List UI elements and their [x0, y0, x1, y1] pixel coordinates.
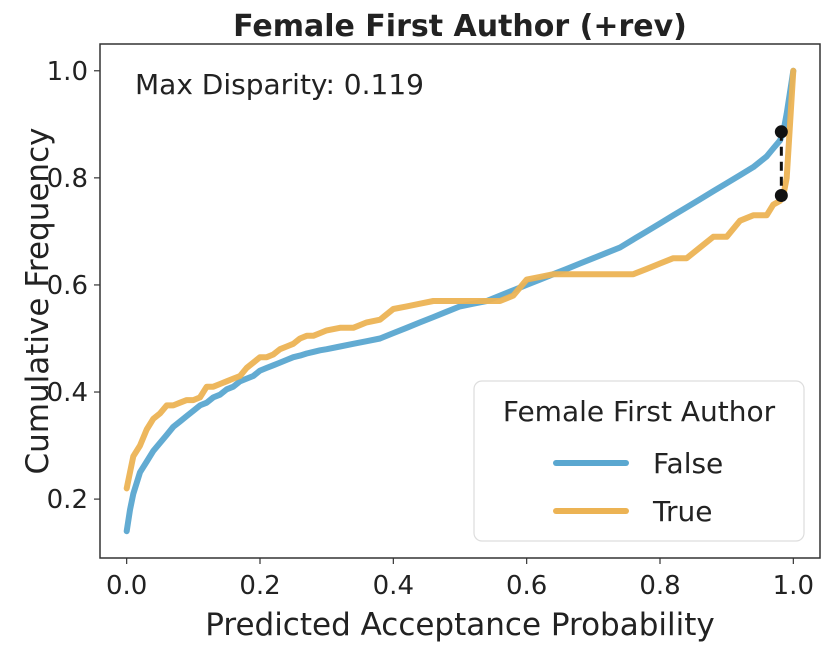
- series-line-true: [123, 67, 797, 492]
- legend-box: [473, 380, 805, 542]
- legend-label-false: False: [653, 447, 723, 480]
- chart-title: Female First Author (+rev): [233, 9, 687, 44]
- x-tick-label: 0.6: [506, 571, 547, 601]
- y-tick-label: 0.8: [47, 164, 88, 194]
- x-tick-label: 1.0: [773, 571, 814, 601]
- legend-label-true: True: [652, 495, 712, 528]
- series-layer: [123, 67, 797, 535]
- y-tick-label: 0.6: [47, 271, 88, 301]
- x-tick-label: 0.8: [639, 571, 680, 601]
- y-tick-label: 1.0: [47, 57, 88, 87]
- y-tick-label: 0.2: [47, 485, 88, 515]
- disparity-marker-low: [774, 189, 788, 203]
- x-axis-ticks: 0.0 0.2 0.4 0.6 0.8 1.0: [106, 558, 814, 601]
- x-tick-label: 0.4: [373, 571, 414, 601]
- x-axis-label: Predicted Acceptance Probability: [205, 607, 715, 643]
- legend-title: Female First Author: [503, 395, 776, 428]
- y-tick-label: 0.4: [47, 378, 88, 408]
- y-axis-label: Cumulative Frequency: [20, 128, 56, 475]
- plot-frame: [99, 43, 821, 559]
- max-disparity-annotation: Max Disparity: 0.119: [135, 68, 424, 101]
- series-line-false: [123, 67, 797, 535]
- disparity-marker-high: [774, 125, 788, 139]
- y-axis-ticks: 0.2 0.4 0.6 0.8 1.0: [47, 57, 100, 515]
- x-tick-label: 0.0: [106, 571, 147, 601]
- x-tick-label: 0.2: [239, 571, 280, 601]
- legend: Female First Author False True: [473, 380, 805, 542]
